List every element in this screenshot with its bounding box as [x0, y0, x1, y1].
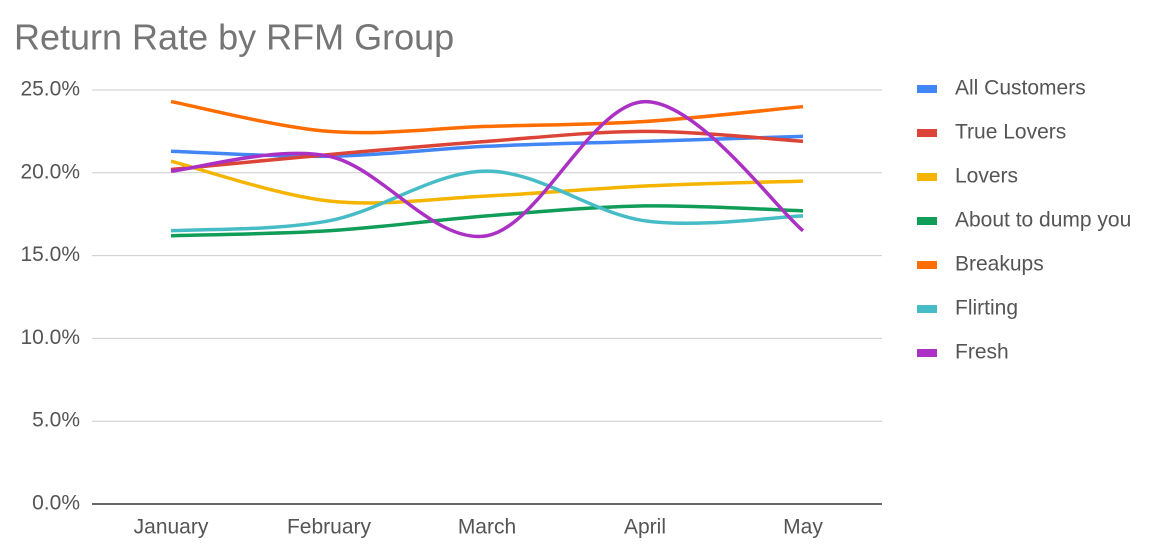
y-tick-label: 10.0% — [20, 326, 80, 349]
legend-label: Fresh — [955, 341, 1009, 364]
legend-label: True Lovers — [955, 121, 1066, 144]
legend-label: Breakups — [955, 253, 1044, 276]
series-line — [170, 99, 804, 135]
x-tick-label: January — [134, 516, 209, 539]
series-line — [170, 129, 804, 172]
series-line — [170, 204, 804, 238]
x-tick-label: February — [287, 516, 372, 539]
legend-swatch — [917, 261, 937, 269]
x-tick-label: May — [783, 516, 823, 539]
legend-swatch — [917, 129, 937, 137]
chart-title: Return Rate by RFM Group — [14, 17, 454, 58]
legend-label: Flirting — [955, 297, 1018, 320]
y-tick-label: 20.0% — [20, 160, 80, 183]
legend-swatch — [917, 173, 937, 181]
y-tick-label: 0.0% — [32, 492, 80, 515]
legend-label: All Customers — [955, 77, 1086, 100]
legend-label: About to dump you — [955, 209, 1131, 232]
series-line — [170, 134, 804, 159]
legend-label: Lovers — [955, 165, 1018, 188]
series-line — [170, 169, 804, 233]
x-tick-label: April — [624, 516, 666, 539]
y-tick-label: 25.0% — [20, 78, 80, 101]
series-line — [170, 159, 804, 205]
legend-swatch — [917, 217, 937, 225]
legend-swatch — [917, 85, 937, 93]
legend-swatch — [917, 305, 937, 313]
y-tick-label: 15.0% — [20, 243, 80, 266]
x-tick-label: March — [458, 516, 516, 539]
y-tick-label: 5.0% — [32, 409, 80, 432]
legend-swatch — [917, 349, 937, 357]
series-line — [170, 99, 805, 239]
